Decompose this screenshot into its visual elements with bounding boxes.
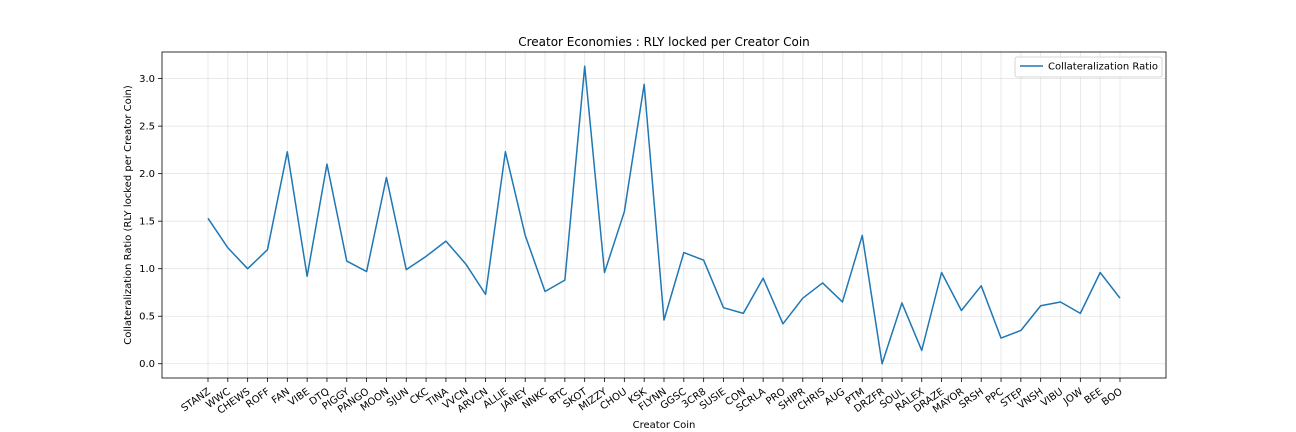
y-tick-label: 0.0 bbox=[139, 359, 155, 370]
y-tick-label: 1.0 bbox=[139, 264, 155, 275]
grid-lines bbox=[162, 52, 1166, 378]
legend-label: Collateralization Ratio bbox=[1048, 62, 1158, 73]
series-lines bbox=[207, 65, 1121, 365]
legend-box bbox=[1014, 56, 1163, 78]
y-tick-label: 1.5 bbox=[139, 217, 155, 228]
x-axis-title: Creator Coin bbox=[633, 420, 696, 431]
y-tick-label: 3.0 bbox=[139, 74, 155, 85]
y-tick-label: 2.5 bbox=[139, 122, 155, 133]
y-tick-label: 0.5 bbox=[139, 312, 155, 323]
y-axis-ticks: 0.0 0.5 1.0 1.5 2.0 2.5 3.0 bbox=[139, 74, 162, 370]
y-tick-label: 2.0 bbox=[139, 169, 155, 180]
y-axis-title: Collateralization Ratio (RLY locked per … bbox=[123, 85, 134, 345]
legend: Collateralization Ratio bbox=[1014, 56, 1163, 78]
chart-title: Creator Economies : RLY locked per Creat… bbox=[518, 35, 810, 49]
